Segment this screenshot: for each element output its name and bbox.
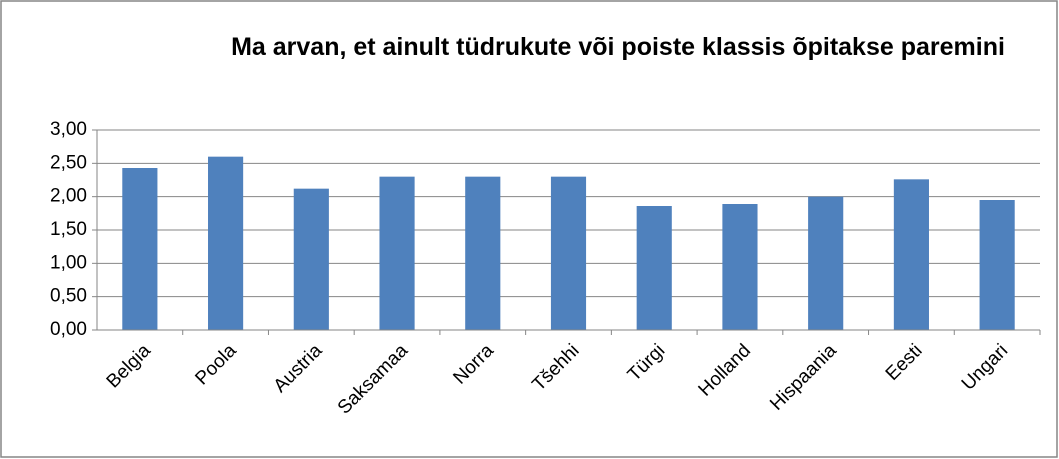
y-tick-label: 2,50 (50, 152, 87, 173)
bar (979, 200, 1015, 330)
bar (293, 188, 329, 330)
y-tick-label: 0,00 (50, 319, 87, 340)
bar (550, 176, 587, 330)
bar (208, 156, 244, 330)
bar (465, 176, 501, 330)
bar (122, 168, 158, 330)
y-tick-label: 0,50 (50, 286, 87, 307)
chart-title: Ma arvan, et ainult tüdrukute või poiste… (231, 33, 1005, 61)
y-tick-label: 2,00 (50, 186, 87, 207)
y-tick-label: 3,00 (50, 119, 87, 140)
bar (808, 196, 844, 330)
bar (722, 204, 758, 330)
bar (379, 176, 415, 330)
bar (893, 179, 929, 330)
y-tick-label: 1,50 (50, 219, 87, 240)
y-tick-label: 1,00 (50, 252, 87, 273)
bar (636, 206, 672, 330)
